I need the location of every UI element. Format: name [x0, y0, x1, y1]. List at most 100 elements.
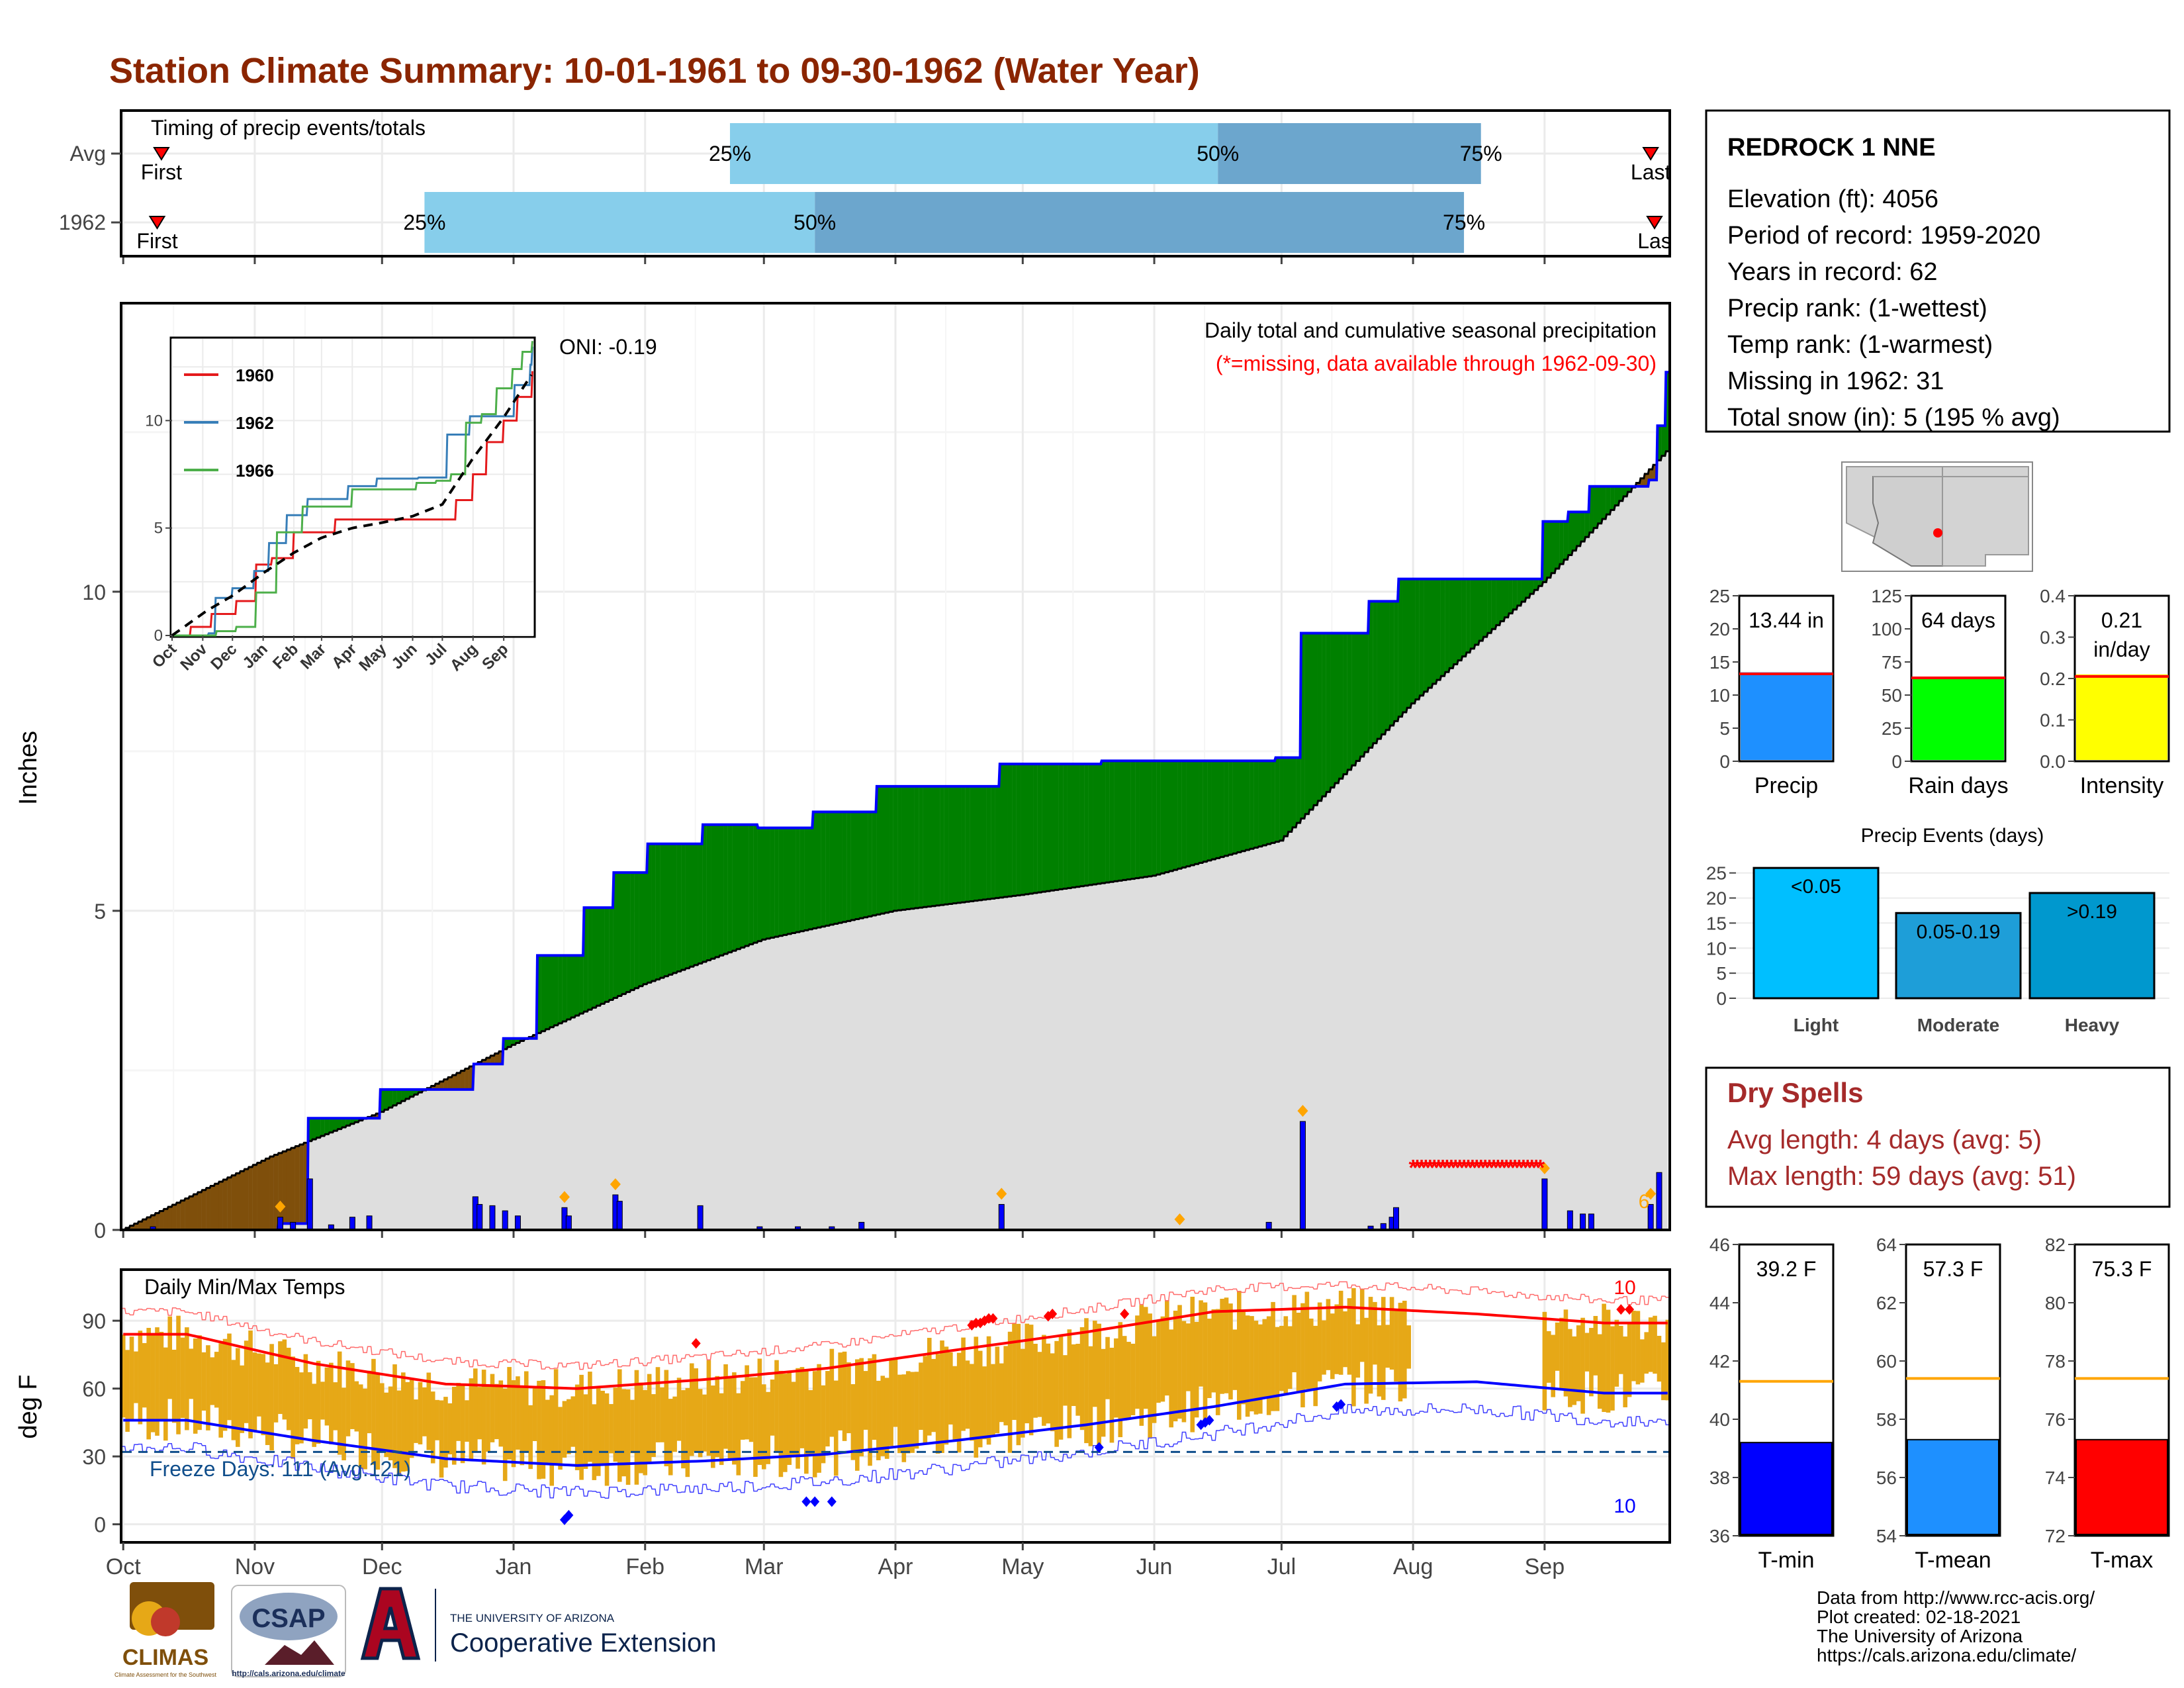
daily-temp-bar: [1546, 1331, 1551, 1383]
daily-temp-bar: [592, 1404, 597, 1480]
timing-last-marker: [1646, 216, 1663, 230]
gauge-value: 64 days: [1921, 608, 1995, 632]
daily-temp-bar: [176, 1315, 181, 1434]
surplus-segment: [991, 786, 995, 899]
large-event-marker: [1174, 1213, 1185, 1225]
surplus-segment: [1410, 579, 1416, 704]
surplus-segment: [379, 1089, 385, 1112]
daily-temp-bar: [1101, 1348, 1106, 1437]
gauge-tick-label: 125: [1871, 586, 1902, 606]
daily-temp-bar: [1322, 1320, 1326, 1375]
daily-temp-bar: [261, 1354, 266, 1436]
missing-day-marker: *: [1481, 1156, 1490, 1181]
surplus-segment: [1538, 579, 1543, 586]
daily-temp-bar: [1657, 1335, 1662, 1382]
temp-gauge-tick-label: 42: [1709, 1351, 1730, 1372]
daily-temp-bar: [1326, 1299, 1331, 1370]
deficit-segment: [210, 1186, 215, 1230]
missing-day-marker: *: [1519, 1156, 1528, 1181]
temp-gauge-value: 39.2 F: [1756, 1257, 1817, 1281]
surplus-segment: [884, 786, 889, 913]
temp-gauge-tick-label: 36: [1709, 1526, 1730, 1546]
daily-temp-bar: [1262, 1319, 1267, 1399]
surplus-segment: [812, 812, 817, 929]
deficit-segment: [227, 1177, 232, 1230]
gauge-tick-label: 25: [1709, 586, 1730, 606]
events-bar-Light: [1752, 867, 1880, 1000]
surplus-segment: [778, 827, 784, 936]
deficit-segment: [465, 1068, 469, 1090]
surplus-segment: [889, 786, 893, 912]
daily-temp-bar: [171, 1349, 177, 1423]
deficit-segment: [371, 1115, 376, 1119]
daily-temp-bar: [502, 1388, 508, 1481]
missing-day-marker: *: [1422, 1156, 1431, 1181]
events-bar-label: <0.05: [1791, 876, 1841, 898]
surplus-segment: [1584, 512, 1590, 538]
daily-temp-bar: [1330, 1313, 1335, 1380]
month-axis: Oct Nov Dec Jan Feb Mar Apr May Jun Jul Aug Sep: [106, 1542, 1565, 1579]
surplus-segment: [1521, 579, 1526, 602]
dry-spells-avg: Avg length: 4 days (avg: 5): [1727, 1125, 2042, 1154]
daily-temp-bar: [944, 1346, 949, 1445]
temp-gauge-tick-label: 80: [2045, 1293, 2066, 1313]
surplus-segment: [1148, 761, 1152, 876]
surplus-segment: [1177, 761, 1182, 869]
surplus-segment: [1351, 633, 1356, 766]
daily-temp-bar: [345, 1360, 351, 1436]
daily-temp-bar: [1338, 1290, 1343, 1375]
temp-gauge-tick-label: 40: [1709, 1409, 1730, 1430]
surplus-segment: [537, 955, 541, 1033]
daily-temp-bar: [469, 1378, 474, 1460]
surplus-segment: [1602, 486, 1606, 519]
timing-bars: 25% 50% 75% First Last 25% 50% 75% First Las: [136, 123, 1672, 253]
surplus-segment: [668, 843, 673, 975]
surplus-segment: [1028, 764, 1034, 894]
daily-temp-bar: [409, 1380, 414, 1458]
inset-legend-1960: 1960: [236, 365, 274, 385]
daily-temp-bar: [163, 1347, 168, 1441]
daily-temp-bar: [218, 1343, 223, 1438]
temp-y-tick-label: 90: [82, 1309, 106, 1333]
daily-temp-bar: [982, 1366, 987, 1440]
station-line-precip-rank: Precip rank: (1-wettest): [1727, 295, 1987, 322]
daily-temp-bar: [1232, 1329, 1238, 1390]
daily-temp-bar: [1623, 1336, 1627, 1407]
surplus-segment: [1559, 521, 1564, 565]
surplus-segment: [1245, 761, 1250, 851]
deficit-segment: [278, 1152, 283, 1224]
surplus-segment: [1190, 761, 1195, 865]
surplus-segment: [1453, 579, 1458, 665]
surplus-segment: [944, 786, 949, 905]
ua-logo-a: [360, 1587, 421, 1660]
deficit-segment: [303, 1143, 308, 1224]
large-event-marker: [1539, 1162, 1550, 1174]
daily-temp-bar: [749, 1377, 754, 1442]
surplus-segment: [1482, 579, 1488, 637]
daily-temp-bar: [1347, 1298, 1352, 1375]
daily-temp-bar: [787, 1372, 792, 1465]
surplus-segment: [774, 827, 779, 937]
deficit-segment: [469, 1066, 474, 1090]
temp-gauge-value: 57.3 F: [1923, 1257, 1983, 1281]
surplus-segment: [1003, 764, 1008, 898]
record-high-count: 10: [1614, 1277, 1635, 1299]
surplus-segment: [600, 908, 605, 1004]
surplus-segment: [1542, 521, 1547, 583]
daily-temp-bar: [248, 1330, 253, 1438]
daily-temp-bar: [307, 1372, 312, 1420]
daily-temp-bar: [770, 1379, 775, 1436]
daily-temp-bar: [1207, 1319, 1212, 1398]
gauge-tick-label: 10: [1709, 685, 1730, 706]
daily-temp-bar: [1165, 1299, 1169, 1396]
daily-temp-bar: [1551, 1335, 1555, 1397]
surplus-segment: [706, 824, 711, 961]
daily-temp-bar: [1559, 1317, 1564, 1389]
daily-temp-bar: [863, 1371, 868, 1430]
deficit-segment: [214, 1184, 219, 1230]
daily-temp-bar: [1631, 1311, 1636, 1382]
missing-day-marker: *: [1527, 1156, 1537, 1181]
surplus-segment: [1424, 579, 1428, 692]
surplus-segment: [414, 1089, 418, 1095]
